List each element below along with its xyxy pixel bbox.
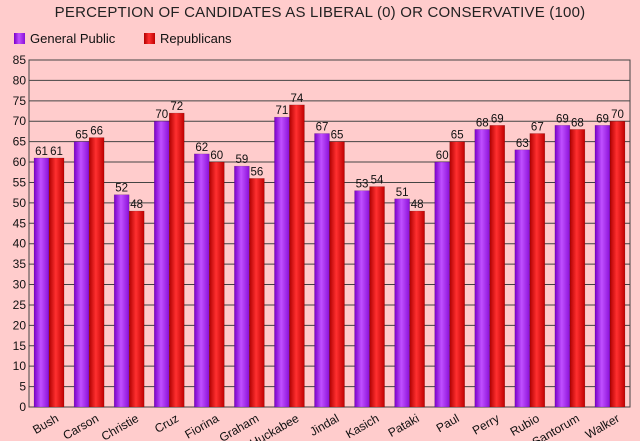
- y-tick-label: 45: [13, 216, 27, 230]
- data-label: 71: [276, 105, 289, 117]
- bar-general-public: [234, 165, 250, 408]
- y-tick-label: 60: [13, 155, 27, 169]
- y-tick-label: 70: [13, 114, 27, 128]
- data-label: 69: [491, 113, 504, 125]
- y-tick-label: 50: [13, 196, 27, 210]
- category-label: Jindal: [307, 411, 341, 439]
- y-tick-label: 80: [13, 73, 27, 87]
- bar-republicans: [48, 157, 65, 408]
- y-tick-label: 5: [19, 380, 26, 394]
- y-tick-label: 75: [13, 94, 27, 108]
- legend-label: Republicans: [160, 31, 232, 46]
- bar-republicans: [88, 137, 105, 408]
- data-label: 61: [35, 146, 48, 158]
- bar-general-public: [474, 129, 491, 408]
- legend-label: General Public: [30, 31, 116, 46]
- category-label: Paul: [434, 411, 462, 435]
- category-label: Walker: [583, 411, 622, 441]
- data-label: 51: [396, 187, 409, 199]
- bar-general-public: [314, 133, 330, 408]
- bar-republicans: [168, 112, 185, 408]
- data-label: 72: [170, 101, 183, 113]
- bar-republicans: [529, 133, 546, 408]
- data-label: 67: [316, 121, 329, 133]
- category-label: Carson: [60, 411, 101, 441]
- bar-republicans: [289, 104, 305, 408]
- category-label: Cruz: [152, 411, 181, 436]
- bar-general-public: [73, 141, 90, 408]
- bar-republicans: [609, 120, 626, 408]
- data-label: 65: [75, 130, 88, 142]
- data-label: 60: [210, 150, 223, 162]
- bar-republicans: [569, 129, 586, 408]
- y-tick-label: 15: [13, 339, 27, 353]
- data-label: 62: [195, 142, 208, 154]
- y-tick-label: 85: [13, 53, 27, 67]
- bar-republicans: [128, 210, 145, 408]
- data-label: 69: [596, 113, 609, 125]
- category-label: Christie: [99, 411, 142, 441]
- bar-republicans: [409, 210, 425, 408]
- y-tick-label: 20: [13, 318, 27, 332]
- bar-general-public: [594, 125, 611, 408]
- data-label: 68: [476, 117, 489, 129]
- y-tick-label: 35: [13, 257, 27, 271]
- bar-general-public: [274, 116, 290, 408]
- legend-swatch-general-public: [14, 33, 25, 44]
- data-label: 70: [611, 109, 624, 121]
- y-tick-label: 40: [13, 237, 27, 251]
- y-tick-label: 30: [13, 278, 27, 292]
- bar-republicans: [489, 125, 506, 408]
- data-label: 53: [356, 179, 369, 191]
- data-label: 68: [571, 117, 584, 129]
- data-label: 65: [451, 130, 464, 142]
- data-label: 54: [371, 175, 384, 187]
- data-label: 56: [250, 166, 263, 178]
- category-label: Bush: [30, 411, 61, 437]
- bar-general-public: [194, 153, 210, 408]
- data-label: 60: [436, 150, 449, 162]
- data-label: 67: [531, 121, 544, 133]
- data-label: 48: [411, 199, 424, 211]
- y-tick-label: 0: [19, 400, 26, 414]
- y-tick-label: 25: [13, 298, 27, 312]
- bar-general-public: [434, 161, 450, 408]
- bar-republicans: [249, 178, 265, 408]
- legend-swatch-republicans: [144, 33, 155, 44]
- bar-republicans: [449, 141, 465, 408]
- data-label: 66: [90, 126, 103, 138]
- data-label: 74: [291, 93, 304, 105]
- bar-general-public: [394, 198, 410, 408]
- y-tick-label: 55: [13, 175, 27, 189]
- y-tick-label: 65: [13, 135, 27, 149]
- category-label: Santorum: [530, 411, 582, 441]
- bar-general-public: [33, 157, 50, 408]
- category-label: Perry: [470, 411, 502, 437]
- bar-general-public: [514, 149, 531, 408]
- legend: General Public Republicans: [14, 31, 232, 46]
- bar-general-public: [354, 190, 370, 408]
- data-label: 52: [115, 183, 128, 195]
- bar-republicans: [369, 186, 385, 408]
- data-label: 59: [235, 154, 248, 166]
- bar-republicans: [209, 161, 225, 408]
- data-label: 63: [516, 138, 529, 150]
- bar-general-public: [153, 120, 170, 408]
- category-label: Kasich: [343, 411, 381, 441]
- data-label: 61: [50, 146, 63, 158]
- category-label: Pataki: [386, 411, 422, 440]
- category-label: Fiorina: [182, 411, 221, 441]
- bar-republicans: [329, 141, 345, 408]
- data-label: 69: [556, 113, 569, 125]
- chart-title: PERCEPTION OF CANDIDATES AS LIBERAL (0) …: [55, 4, 586, 21]
- data-label: 48: [130, 199, 143, 211]
- bar-general-public: [113, 194, 130, 408]
- data-label: 70: [155, 109, 168, 121]
- y-tick-label: 10: [13, 359, 27, 373]
- bar-general-public: [554, 125, 571, 408]
- data-label: 65: [331, 130, 344, 142]
